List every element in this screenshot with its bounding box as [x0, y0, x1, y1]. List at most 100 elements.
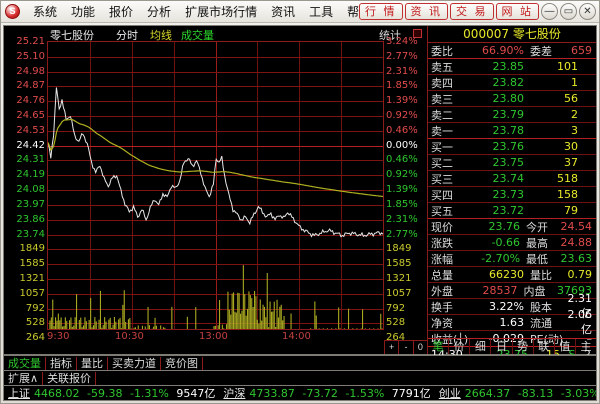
zoom-in-button[interactable]: +	[384, 341, 398, 354]
volume-bar	[105, 321, 107, 329]
price-tick-label: 24.19	[16, 169, 45, 181]
level-price: 23.76	[492, 140, 525, 153]
grid-line-vertical	[132, 42, 133, 329]
grid-line-horizontal	[48, 160, 383, 161]
menu-item-extended-market[interactable]: 扩展市场行情	[185, 5, 258, 19]
stat-row: 换手 3.22% 股本 2.31亿	[428, 292, 596, 320]
statistics-checkbox-icon[interactable]	[413, 29, 422, 38]
zoom-out-button[interactable]: -	[398, 341, 412, 354]
quote-panel: 000007 零七股份 委比 66.90% 委差 659 卖五 23.85 101 卖…	[427, 26, 596, 395]
quote-tab[interactable]: 日	[490, 339, 511, 354]
stat-label-left: 外盘	[431, 284, 453, 298]
statistics-rows: 现价 23.76 今开 24.54 涨跌 -0.66 最高 24.88 涨幅 -2.70% 最低 23…	[428, 219, 596, 347]
volume-bar	[221, 324, 223, 329]
menu-item-function[interactable]: 功能	[71, 5, 96, 19]
volume-bar	[290, 313, 292, 329]
ask-rows: 卖五 23.85 101 卖四 23.82 1 卖三 23.80 56 卖二 23.79 2 卖一 23.…	[428, 59, 596, 139]
stat-value-right: 2.06亿	[567, 308, 593, 336]
bottom-tab[interactable]: 关联报价	[43, 371, 97, 385]
chart-statistics-label[interactable]: 统计	[379, 29, 401, 42]
bottom-tab[interactable]: 指标	[46, 356, 77, 370]
volume-bar	[335, 328, 337, 329]
bottom-tab[interactable]: 竞价图	[161, 356, 203, 370]
volume-bar	[73, 325, 75, 329]
quote-tab[interactable]: 细	[469, 339, 490, 354]
quote-tab[interactable]: 势	[511, 339, 533, 354]
price-tick-label: 23.86	[16, 213, 45, 225]
percent-tick-label: 2.77%	[386, 228, 418, 240]
index-quote[interactable]: 上证 4468.02 -59.38 -1.31% 9547亿	[4, 386, 219, 400]
intraday-plot-area[interactable]	[47, 41, 384, 330]
volume-bar	[99, 290, 101, 329]
quote-tab[interactable]: 价	[448, 339, 469, 354]
stat-value-right: 24.54	[560, 220, 593, 233]
button-market-quotes[interactable]: 行 情	[359, 3, 403, 20]
grid-line-vertical	[341, 42, 342, 329]
bottom-tab[interactable]: 扩展∧	[4, 371, 44, 385]
level-volume: 101	[557, 60, 578, 73]
volume-bar	[186, 316, 188, 329]
volume-bar	[109, 317, 111, 329]
bottom-tab[interactable]: 买卖力道	[108, 356, 161, 370]
index-quote[interactable]: 沪深 4733.87 -73.72 -1.53% 7791亿	[219, 386, 434, 400]
volume-bar	[55, 317, 57, 329]
volume-tick-label: 792	[386, 302, 406, 314]
menu-item-system[interactable]: 系统	[33, 5, 58, 19]
menu-item-quote[interactable]: 报价	[109, 5, 134, 19]
time-tick-label: 13:00	[199, 331, 228, 342]
quote-tab[interactable]: 联	[532, 339, 554, 354]
level-volume: 3	[571, 124, 578, 137]
volume-bar	[155, 325, 157, 329]
index-percent: -1.53%	[345, 387, 385, 400]
minimize-icon[interactable]: —	[541, 3, 558, 20]
grid-line-horizontal	[48, 101, 383, 102]
volume-bar	[262, 304, 264, 329]
quote-tab[interactable]: 主	[574, 339, 596, 354]
grid-line-horizontal	[48, 249, 383, 250]
chart-mode-label[interactable]: 分时	[116, 29, 138, 42]
reset-button[interactable]: 0	[412, 341, 427, 354]
volume-bar	[237, 292, 239, 329]
ask-row: 卖五 23.85 101	[428, 59, 596, 75]
volume-bar	[134, 327, 136, 329]
level-label: 卖五	[431, 60, 453, 74]
chart-stock-name: 零七股份	[50, 29, 94, 42]
percent-axis-right: 3.24% 2.77% 2.31% 1.85% 1.39% 0.92% 0.46% 0.00%…	[384, 37, 427, 343]
volume-bar	[162, 327, 164, 329]
grid-line-horizontal	[48, 309, 383, 310]
level-label: 卖二	[431, 108, 453, 122]
stat-row: 涨跌 -0.66 最高 24.88	[428, 235, 596, 251]
volume-bar	[252, 307, 254, 329]
grid-line-vertical	[257, 42, 258, 329]
percent-tick-label: 1.39%	[386, 184, 418, 196]
menu-item-news[interactable]: 资讯	[271, 5, 296, 19]
volume-bar	[151, 328, 153, 329]
button-trade[interactable]: 交 易	[450, 3, 494, 20]
chart-volume-label[interactable]: 成交量	[181, 29, 214, 42]
menu-item-tools[interactable]: 工具	[309, 5, 334, 19]
volume-tick-label: 1057	[386, 287, 412, 299]
quote-tab[interactable]: 笔	[432, 340, 444, 353]
bid-row: 买一 23.76 30	[428, 139, 596, 155]
button-news[interactable]: 资 讯	[404, 3, 448, 20]
close-icon[interactable]: ✕	[579, 3, 596, 20]
grid-line-horizontal	[48, 220, 383, 221]
volume-bar	[57, 313, 59, 329]
volume-bar	[101, 327, 103, 329]
level-volume: 1	[571, 76, 578, 89]
bottom-tab[interactable]: 量比	[77, 356, 108, 370]
index-change: -83.13	[517, 387, 554, 400]
volume-bar	[53, 326, 55, 329]
quote-tab[interactable]: 值	[553, 339, 575, 354]
volume-bar	[74, 317, 76, 329]
chart-ma-label[interactable]: 均线	[150, 29, 172, 42]
index-name: 创业	[438, 387, 461, 400]
weibi-value: 66.90%	[482, 44, 524, 57]
menu-item-analysis[interactable]: 分析	[147, 5, 172, 19]
maximize-icon[interactable]: ▭	[560, 3, 577, 20]
bottom-tab[interactable]: 成交量	[4, 356, 46, 370]
button-website[interactable]: 网 站	[495, 3, 539, 20]
volume-bar	[115, 321, 117, 329]
